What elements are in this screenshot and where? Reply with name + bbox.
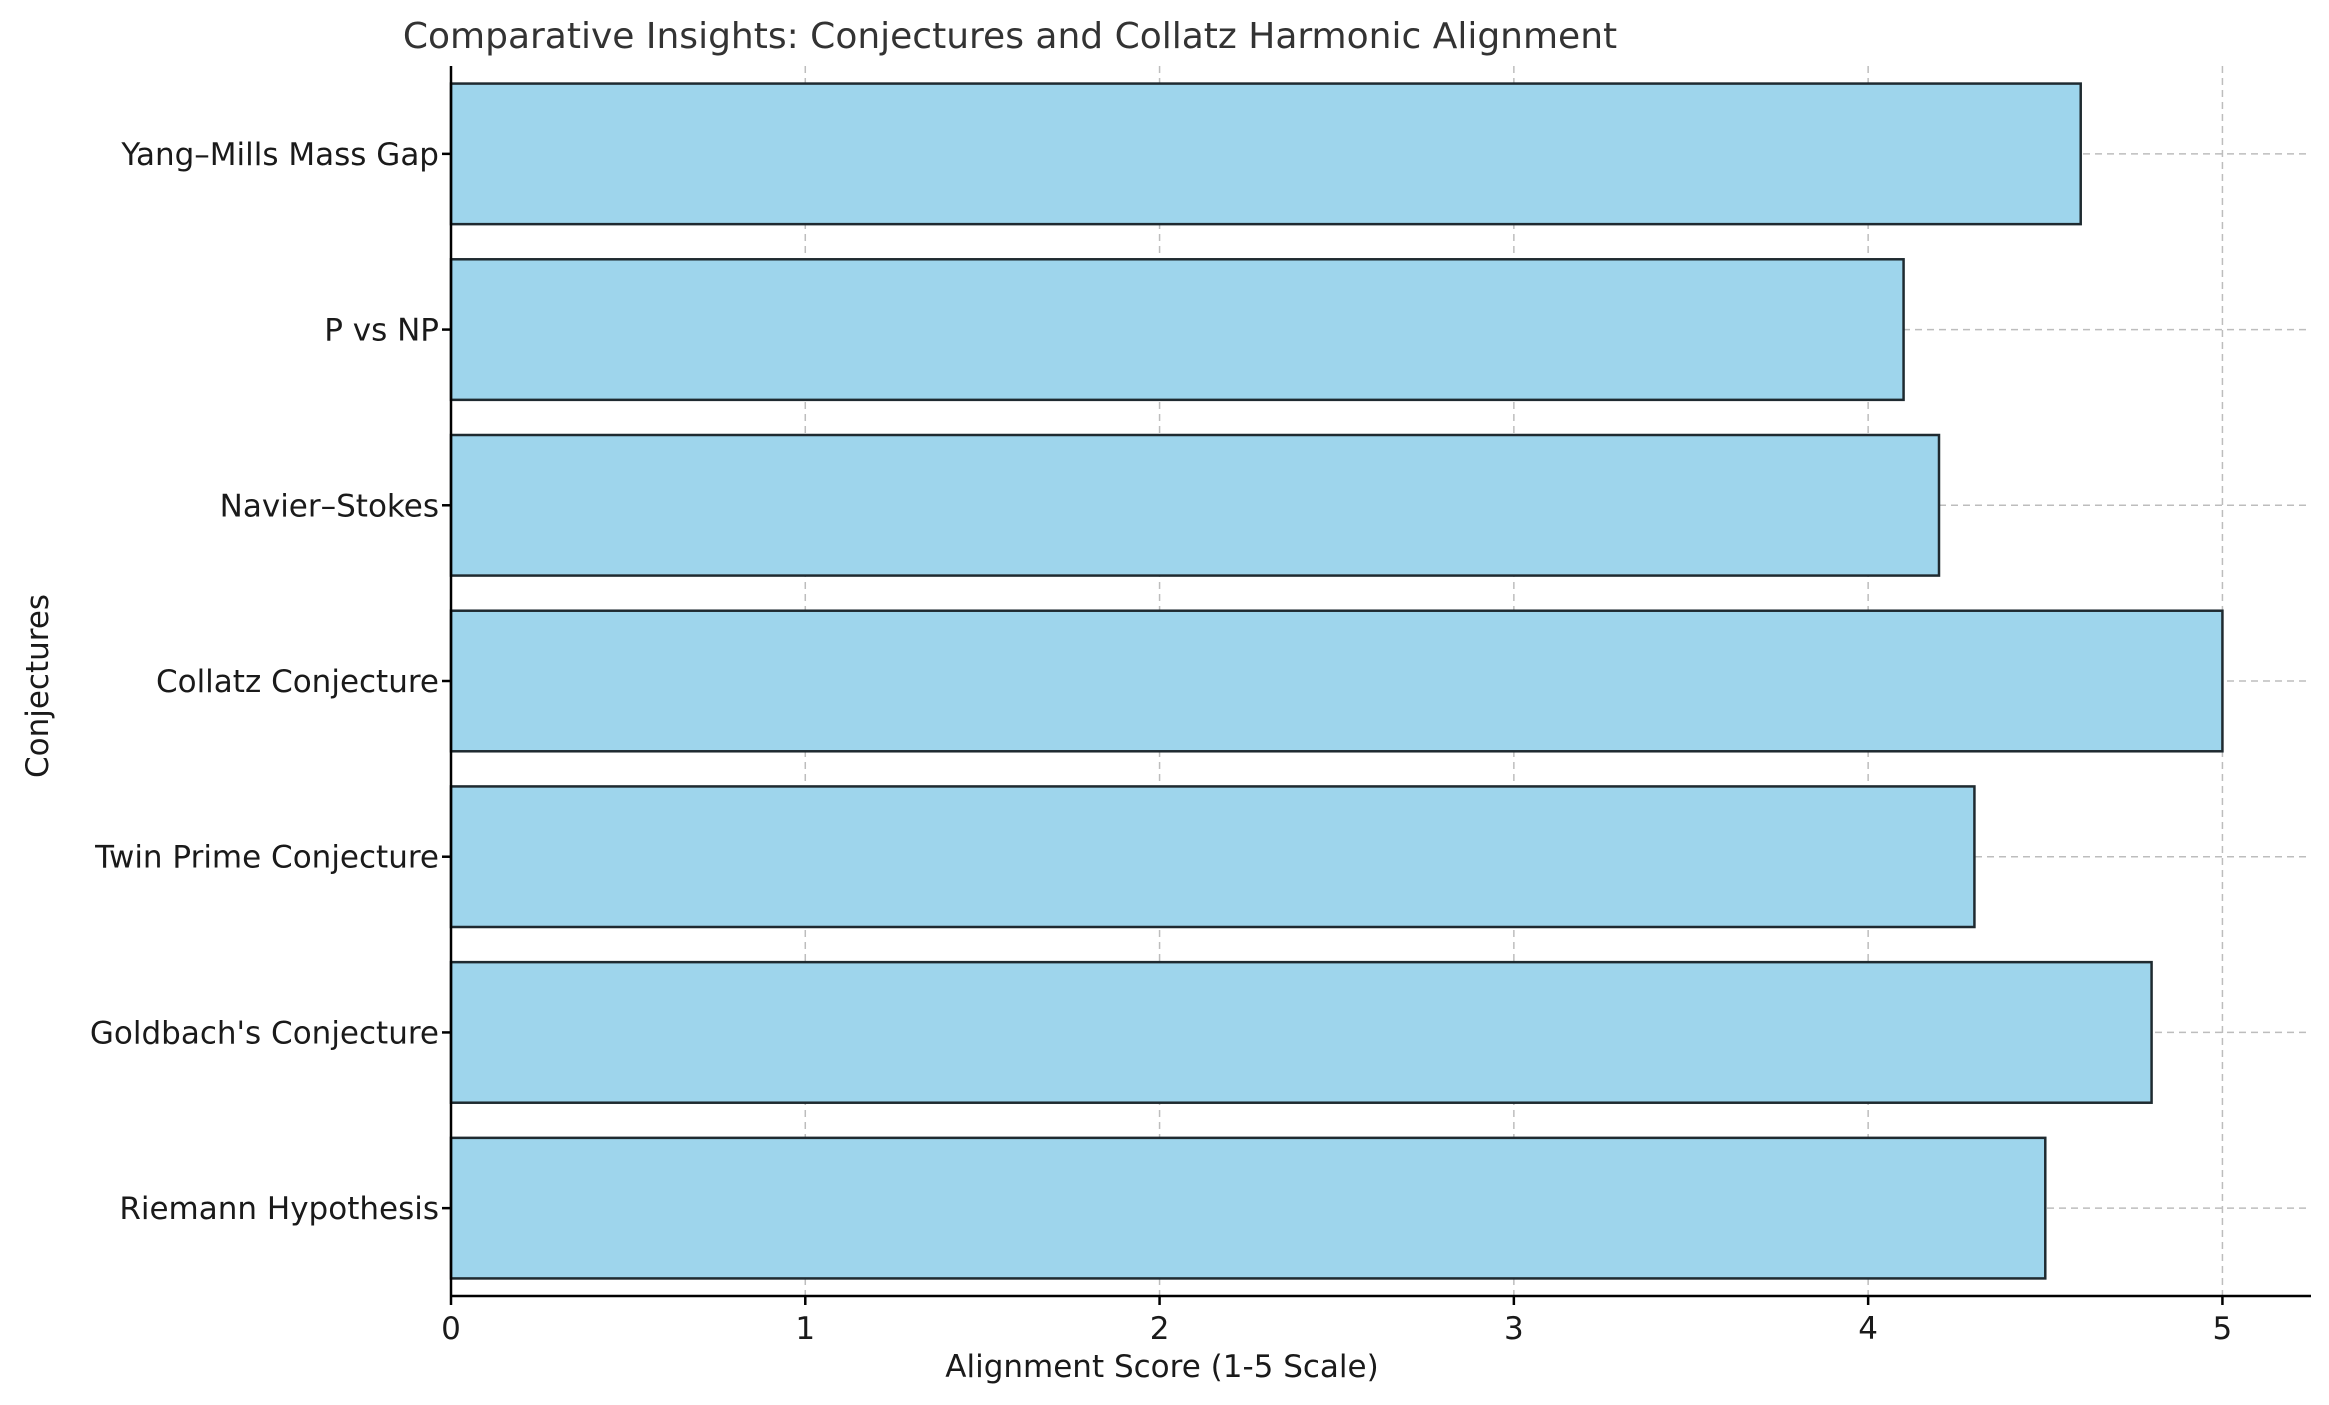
x-axis-label: Alignment Score (1-5 Scale) (945, 1349, 1378, 1385)
bar (449, 258, 1905, 402)
y-tick-label: P vs NP (324, 313, 439, 349)
axes: 0 1 2 3 4 5 Riemann Hypothesis Goldbach's Conje… (90, 66, 2311, 1347)
x-tick-label: 1 (795, 1311, 815, 1347)
y-tick-label: Goldbach's Conjecture (90, 1015, 439, 1051)
bar (449, 960, 2153, 1104)
x-tick-label: 4 (1858, 1311, 1878, 1347)
x-tick-label: 2 (1150, 1311, 1170, 1347)
y-tick-label: Yang–Mills Mass Gap (120, 137, 439, 173)
x-tick-label: 3 (1504, 1311, 1524, 1347)
y-tick-label: Collatz Conjecture (156, 664, 439, 700)
bar (449, 609, 2224, 753)
bar (449, 82, 2082, 226)
bar (449, 1136, 2047, 1280)
bar (449, 433, 1941, 577)
x-tick-label: 5 (2213, 1311, 2233, 1347)
y-tick-label: Riemann Hypothesis (119, 1191, 439, 1227)
y-tick-label: Navier–Stokes (220, 488, 439, 524)
bars (449, 82, 2224, 1280)
chart-title: Comparative Insights: Conjectures and Co… (403, 16, 1617, 57)
y-tick-label: Twin Prime Conjecture (94, 840, 439, 876)
x-tick-label: 0 (441, 1311, 461, 1347)
bar (449, 785, 1976, 929)
y-axis-label: Conjectures (20, 594, 56, 778)
